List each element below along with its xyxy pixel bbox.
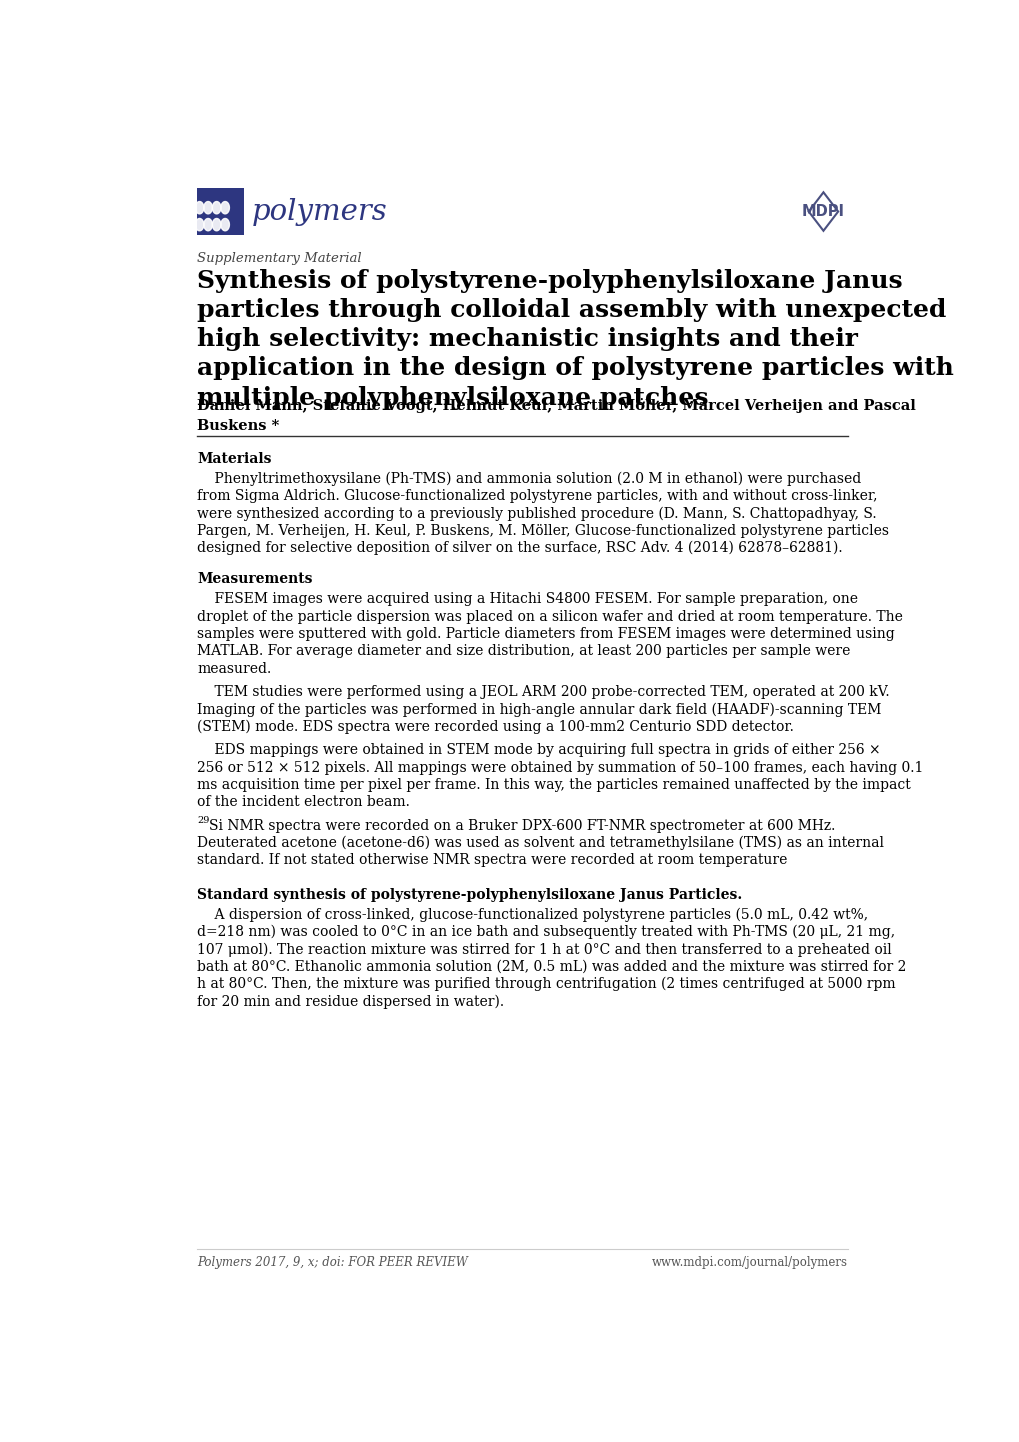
Polygon shape — [204, 202, 212, 213]
Text: TEM studies were performed using a JEOL ARM 200 probe-corrected TEM, operated at: TEM studies were performed using a JEOL … — [197, 685, 889, 699]
Text: 256 or 512 × 512 pixels. All mappings were obtained by summation of 50–100 frame: 256 or 512 × 512 pixels. All mappings we… — [197, 760, 923, 774]
Text: multiple polyphenylsiloxane patches: multiple polyphenylsiloxane patches — [197, 385, 708, 410]
Polygon shape — [212, 219, 221, 231]
Polygon shape — [212, 202, 221, 213]
Polygon shape — [204, 219, 212, 231]
Text: standard. If not stated otherwise NMR spectra were recorded at room temperature: standard. If not stated otherwise NMR sp… — [197, 854, 787, 867]
Text: h at 80°C. Then, the mixture was purified through centrifugation (2 times centri: h at 80°C. Then, the mixture was purifie… — [197, 976, 895, 991]
Text: Standard synthesis of polystyrene-polyphenylsiloxane Janus Particles.: Standard synthesis of polystyrene-polyph… — [197, 888, 742, 901]
Text: www.mdpi.com/journal/polymers: www.mdpi.com/journal/polymers — [651, 1256, 848, 1269]
Text: ms acquisition time per pixel per frame. In this way, the particles remained una: ms acquisition time per pixel per frame.… — [197, 777, 910, 792]
Text: polymers: polymers — [252, 198, 387, 225]
Text: Pargen, M. Verheijen, H. Keul, P. Buskens, M. Möller, Glucose-functionalized pol: Pargen, M. Verheijen, H. Keul, P. Busken… — [197, 523, 889, 538]
Text: high selectivity: mechanistic insights and their: high selectivity: mechanistic insights a… — [197, 327, 857, 350]
Text: 107 μmol). The reaction mixture was stirred for 1 h at 0°C and then transferred : 107 μmol). The reaction mixture was stir… — [197, 942, 892, 956]
Text: were synthesized according to a previously published procedure (D. Mann, S. Chat: were synthesized according to a previous… — [197, 506, 876, 521]
Text: bath at 80°C. Ethanolic ammonia solution (2M, 0.5 mL) was added and the mixture : bath at 80°C. Ethanolic ammonia solution… — [197, 959, 906, 973]
Text: of the incident electron beam.: of the incident electron beam. — [197, 795, 410, 809]
Polygon shape — [195, 219, 204, 231]
Text: Measurements: Measurements — [197, 572, 313, 587]
Text: Supplementary Material: Supplementary Material — [197, 251, 362, 264]
Text: Buskens *: Buskens * — [197, 420, 279, 434]
Text: measured.: measured. — [197, 662, 271, 676]
Text: Synthesis of polystyrene-polyphenylsiloxane Janus: Synthesis of polystyrene-polyphenylsilox… — [197, 268, 902, 293]
Text: A dispersion of cross-linked, glucose-functionalized polystyrene particles (5.0 : A dispersion of cross-linked, glucose-fu… — [197, 907, 867, 921]
Text: droplet of the particle dispersion was placed on a silicon wafer and dried at ro: droplet of the particle dispersion was p… — [197, 610, 902, 623]
Text: Deuterated acetone (acetone-d6) was used as solvent and tetramethylsilane (TMS) : Deuterated acetone (acetone-d6) was used… — [197, 836, 883, 851]
Text: Daniel Mann, Stefanie Voogt, Helmut Keul, Martin Möller, Marcel Verheijen and Pa: Daniel Mann, Stefanie Voogt, Helmut Keul… — [197, 398, 915, 412]
Polygon shape — [221, 202, 229, 213]
Text: Si NMR spectra were recorded on a Bruker DPX-600 FT-NMR spectrometer at 600 MHz.: Si NMR spectra were recorded on a Bruker… — [209, 819, 835, 832]
Text: FESEM images were acquired using a Hitachi S4800 FESEM. For sample preparation, : FESEM images were acquired using a Hitac… — [197, 593, 857, 606]
Text: samples were sputtered with gold. Particle diameters from FESEM images were dete: samples were sputtered with gold. Partic… — [197, 627, 894, 640]
Text: application in the design of polystyrene particles with: application in the design of polystyrene… — [197, 356, 953, 381]
Text: Imaging of the particles was performed in high-angle annular dark field (HAADF)-: Imaging of the particles was performed i… — [197, 702, 880, 717]
Text: EDS mappings were obtained in STEM mode by acquiring full spectra in grids of ei: EDS mappings were obtained in STEM mode … — [197, 743, 880, 757]
Polygon shape — [195, 202, 204, 213]
FancyBboxPatch shape — [197, 189, 244, 235]
Text: MATLAB. For average diameter and size distribution, at least 200 particles per s: MATLAB. For average diameter and size di… — [197, 645, 850, 659]
Text: Phenyltrimethoxysilane (Ph-TMS) and ammonia solution (2.0 M in ethanol) were pur: Phenyltrimethoxysilane (Ph-TMS) and ammo… — [197, 472, 861, 486]
Text: 29: 29 — [197, 816, 210, 825]
Text: MDPI: MDPI — [801, 203, 844, 219]
Text: from Sigma Aldrich. Glucose-functionalized polystyrene particles, with and witho: from Sigma Aldrich. Glucose-functionaliz… — [197, 489, 877, 503]
Polygon shape — [221, 219, 229, 231]
Text: (STEM) mode. EDS spectra were recorded using a 100-mm2 Centurio SDD detector.: (STEM) mode. EDS spectra were recorded u… — [197, 720, 794, 734]
Text: particles through colloidal assembly with unexpected: particles through colloidal assembly wit… — [197, 298, 946, 322]
Text: for 20 min and residue dispersed in water).: for 20 min and residue dispersed in wate… — [197, 994, 503, 1008]
Text: designed for selective deposition of silver on the surface, RSC Adv. 4 (2014) 62: designed for selective deposition of sil… — [197, 541, 842, 555]
Text: d=218 nm) was cooled to 0°C in an ice bath and subsequently treated with Ph-TMS : d=218 nm) was cooled to 0°C in an ice ba… — [197, 924, 895, 939]
Text: Polymers 2017, 9, x; doi: FOR PEER REVIEW: Polymers 2017, 9, x; doi: FOR PEER REVIE… — [197, 1256, 468, 1269]
Text: Materials: Materials — [197, 451, 271, 466]
